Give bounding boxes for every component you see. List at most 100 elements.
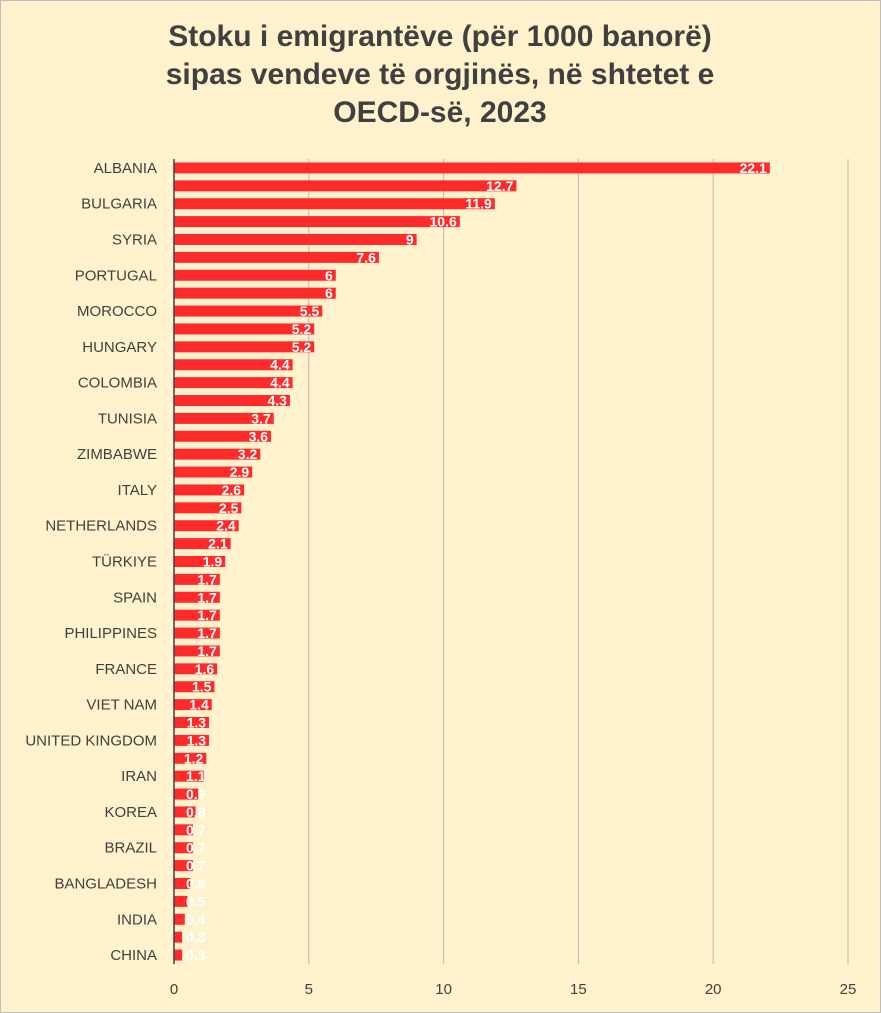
data-label: 5.5 [300,303,320,319]
data-label: 3.7 [251,410,271,426]
data-label: 1.2 [184,750,204,766]
category-label: HUNGARY [82,339,157,356]
bar [174,752,207,764]
bar [174,645,220,657]
bar [174,162,770,174]
bar [174,806,196,818]
x-tick-label: 5 [305,981,313,998]
category-label: NETHERLANDS [45,518,157,535]
data-label: 4.3 [267,393,287,409]
category-label: FRANCE [95,661,157,678]
bar [174,681,215,693]
bar [174,234,417,245]
bar [174,931,183,943]
data-label: 1.7 [197,571,217,587]
data-label: 1.3 [187,732,207,748]
category-label: SYRIA [112,232,157,249]
category-label: VIET NAM [86,697,157,714]
data-label: 5.2 [292,321,312,337]
bar [174,609,220,621]
data-label: 0.6 [186,876,206,892]
bar [174,430,272,442]
category-label: BRAZIL [104,840,157,857]
bar [174,412,274,424]
x-tick-label: 0 [170,981,178,998]
data-label: 2.4 [216,518,236,534]
category-label: KOREA [104,804,157,821]
bar [174,842,193,854]
bar [174,734,210,746]
bar [174,180,517,192]
data-label: 0.7 [186,822,206,838]
bar [174,824,193,836]
bar [174,466,253,478]
data-label: 2.1 [208,536,228,552]
bar [174,878,191,889]
bar [174,323,315,335]
data-label: 3.6 [249,428,269,444]
chart-title-line-1: Stoku i emigrantëve (për 1000 banorë) [168,20,712,53]
category-label: ALBANIA [94,160,157,177]
data-label: 10.6 [430,214,457,230]
bar [174,627,220,639]
data-label: 1.3 [187,715,207,731]
data-label: 0.9 [186,786,206,802]
category-label: MOROCCO [77,303,157,320]
bar [174,573,220,585]
data-label: 3.2 [238,446,258,462]
category-label: BULGARIA [81,196,157,213]
bar [174,788,199,800]
data-label: 11.9 [465,196,492,212]
bar [174,359,293,371]
data-label: 5.2 [292,339,312,355]
data-label: 1.7 [197,643,217,659]
bar [174,216,460,228]
data-label: 7.6 [356,249,376,265]
category-label: TUNISIA [98,410,157,427]
bar [174,395,290,406]
category-label: ZIMBABWE [77,446,157,463]
bar [174,484,245,496]
bar [174,699,212,711]
bar [174,895,188,907]
bar [174,949,183,961]
data-label: 2.9 [230,464,250,480]
data-label: 0.8 [186,804,206,820]
data-label: 0.7 [186,840,206,856]
bar [174,538,231,550]
data-label: 1.7 [197,607,217,623]
data-label: 22.1 [740,160,767,176]
x-tick-label: 10 [435,981,452,998]
bar [174,269,336,281]
bar [174,591,220,603]
chart-title-line-3: OECD-së, 2023 [333,96,547,129]
data-label: 1.6 [195,661,215,677]
data-label: 0.7 [186,858,206,874]
data-label: 4.4 [270,375,290,391]
category-label: BANGLADESH [54,876,157,893]
data-label: 9 [406,232,414,248]
bar [174,305,323,317]
category-label: COLOMBIA [78,375,157,392]
bar [174,717,210,728]
category-label: INDIA [117,911,157,928]
category-label: TÜRKIYE [92,553,157,571]
data-label: 6 [325,267,333,283]
bar [174,448,261,460]
data-label: 0.3 [186,929,206,945]
data-label: 1.9 [203,554,223,570]
bar [174,287,336,299]
data-label: 1.7 [197,625,217,641]
category-label: CHINA [110,947,157,964]
data-label: 2.6 [222,482,242,498]
data-label: 1.1 [186,768,206,784]
data-label: 12.7 [486,178,513,194]
bar [174,770,204,782]
data-label: 1.7 [197,589,217,605]
category-label: PHILIPPINES [64,625,157,642]
data-label: 0.4 [186,911,206,927]
bar [174,913,185,925]
bar [174,663,218,675]
bar [174,377,293,389]
